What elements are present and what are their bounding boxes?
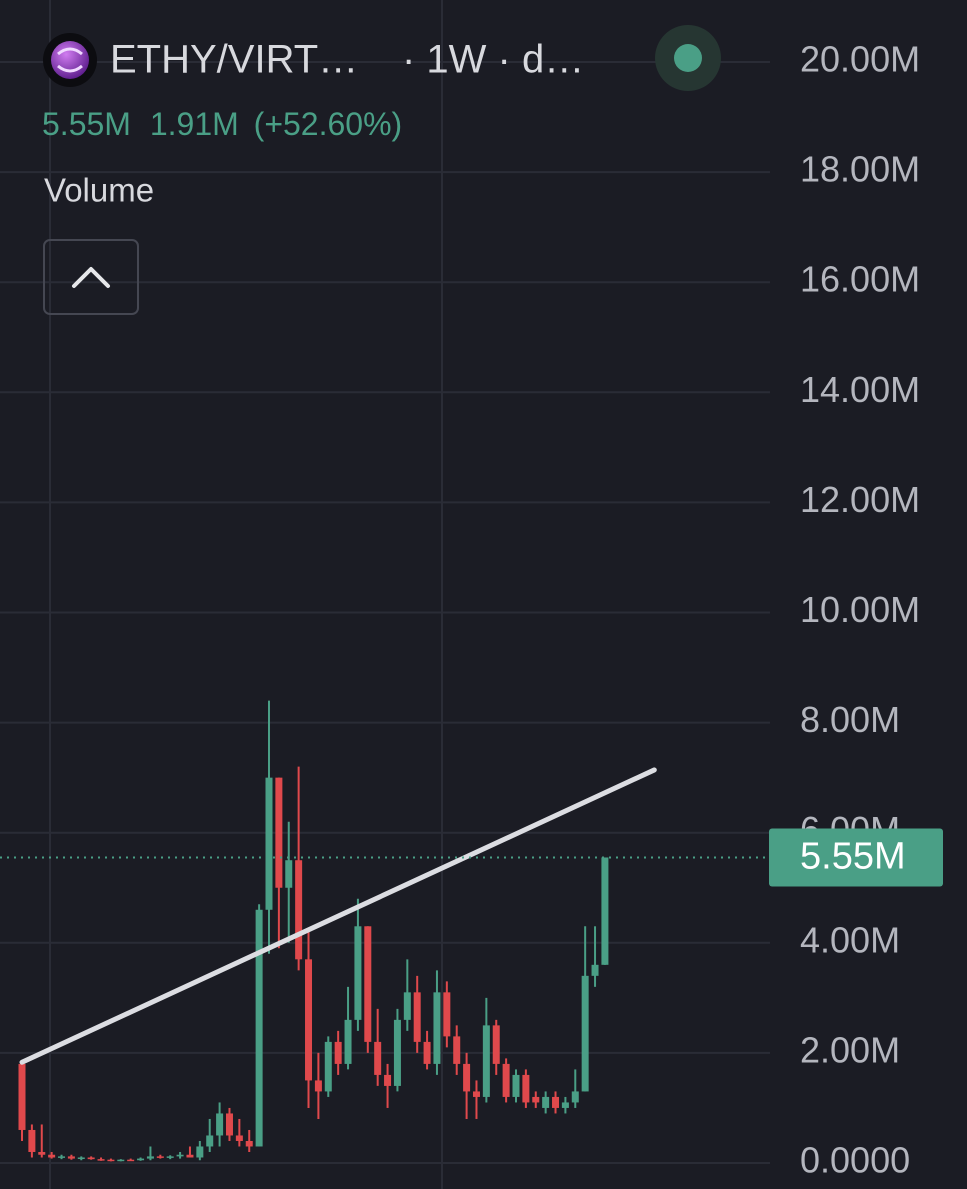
candle-body bbox=[393, 1019, 401, 1086]
candle-body bbox=[502, 1063, 510, 1097]
candle-body bbox=[334, 1041, 342, 1064]
y-tick-label: 8.00M bbox=[800, 699, 900, 740]
candle-body bbox=[18, 1063, 26, 1130]
candle-body bbox=[127, 1159, 135, 1162]
candle-body bbox=[374, 1041, 382, 1075]
trend-line bbox=[19, 767, 657, 1065]
chevron-up bbox=[72, 267, 110, 288]
price-tag-label: 5.55M bbox=[800, 836, 906, 878]
token-icon-mark bbox=[57, 47, 83, 73]
price-tag: 5.55M bbox=[769, 828, 943, 887]
candle-body bbox=[403, 992, 411, 1020]
candle-body bbox=[117, 1159, 125, 1162]
candle-body bbox=[225, 1113, 233, 1136]
candle-body bbox=[216, 1113, 224, 1136]
candle-body bbox=[176, 1154, 184, 1157]
candle-body bbox=[295, 860, 303, 960]
candle-body bbox=[512, 1074, 520, 1097]
candle-body bbox=[433, 992, 441, 1064]
indicator-name: Volume bbox=[44, 172, 154, 209]
candle-body bbox=[354, 926, 362, 1020]
candle-body bbox=[166, 1156, 174, 1158]
candle-body bbox=[28, 1129, 36, 1152]
candle-body bbox=[58, 1156, 66, 1158]
y-tick-label: 18.00M bbox=[800, 149, 920, 190]
candle-body bbox=[137, 1158, 145, 1161]
status-dot bbox=[674, 44, 702, 72]
candle-body bbox=[542, 1096, 550, 1108]
y-tick-label: 20.00M bbox=[800, 39, 920, 80]
candle-body bbox=[413, 992, 421, 1042]
candle-body bbox=[38, 1151, 46, 1155]
candle-body bbox=[156, 1156, 164, 1158]
candle-body bbox=[492, 1025, 500, 1064]
candle-body bbox=[314, 1080, 322, 1092]
y-tick-label: 4.00M bbox=[800, 919, 900, 960]
candle-body bbox=[561, 1102, 569, 1108]
candle-body bbox=[48, 1154, 56, 1158]
y-tick-label: 14.00M bbox=[800, 369, 920, 410]
candle-body bbox=[206, 1135, 214, 1147]
candle-body bbox=[453, 1036, 461, 1064]
candle-body bbox=[97, 1159, 105, 1161]
candle-body bbox=[522, 1074, 530, 1103]
candle-body bbox=[275, 777, 283, 888]
candle-body bbox=[552, 1096, 560, 1108]
y-tick-label: 0.0000 bbox=[800, 1140, 910, 1181]
candle-body bbox=[463, 1063, 471, 1092]
y-tick-label: 12.00M bbox=[800, 479, 920, 520]
marks bbox=[0, 700, 770, 1162]
symbol: ETHY/VIRT… bbox=[110, 38, 358, 82]
legend-line: 5.55M 1.91M (+52.60%) bbox=[42, 106, 402, 142]
y-tick-label: 10.00M bbox=[800, 589, 920, 630]
y-tick-label: 16.00M bbox=[800, 259, 920, 300]
interval: · 1W · d… bbox=[402, 38, 584, 82]
candle-body bbox=[344, 1019, 352, 1064]
candle-body bbox=[423, 1041, 431, 1064]
candle-body bbox=[265, 777, 273, 910]
token-icon-inner bbox=[51, 41, 89, 79]
candle-body bbox=[235, 1135, 243, 1141]
candle-body bbox=[245, 1140, 253, 1147]
candle-body bbox=[255, 909, 263, 1147]
last-value: 5.55M bbox=[42, 106, 131, 142]
candle-body bbox=[87, 1157, 95, 1160]
candle-body bbox=[67, 1156, 75, 1159]
candle-body bbox=[146, 1156, 154, 1159]
collapse-button[interactable] bbox=[43, 239, 139, 315]
candle-body bbox=[77, 1157, 85, 1159]
candle-body bbox=[601, 857, 609, 965]
candle-body bbox=[285, 860, 293, 888]
change-percent: (+52.60%) bbox=[254, 106, 403, 142]
candle-body bbox=[472, 1091, 480, 1097]
candle-body bbox=[196, 1146, 204, 1158]
candle-body bbox=[482, 1025, 490, 1097]
candle-body bbox=[186, 1154, 194, 1158]
candle-body bbox=[305, 959, 313, 1081]
y-tick-label: 2.00M bbox=[800, 1029, 900, 1070]
candle-body bbox=[581, 975, 589, 1092]
candle-body bbox=[443, 992, 451, 1037]
candle-body bbox=[107, 1159, 115, 1162]
candle-body bbox=[591, 964, 599, 976]
y-axis: 0.00002.00M4.00M6.00M8.00M10.00M12.00M14… bbox=[800, 39, 920, 1181]
price-tag-box bbox=[769, 828, 943, 887]
change-value: 1.91M bbox=[150, 106, 239, 142]
candle-body bbox=[324, 1041, 332, 1092]
grid bbox=[0, 61, 770, 1164]
candle-body bbox=[571, 1091, 579, 1103]
candle-body bbox=[364, 926, 372, 1042]
candle-body bbox=[384, 1074, 392, 1086]
candle-body bbox=[532, 1096, 540, 1103]
